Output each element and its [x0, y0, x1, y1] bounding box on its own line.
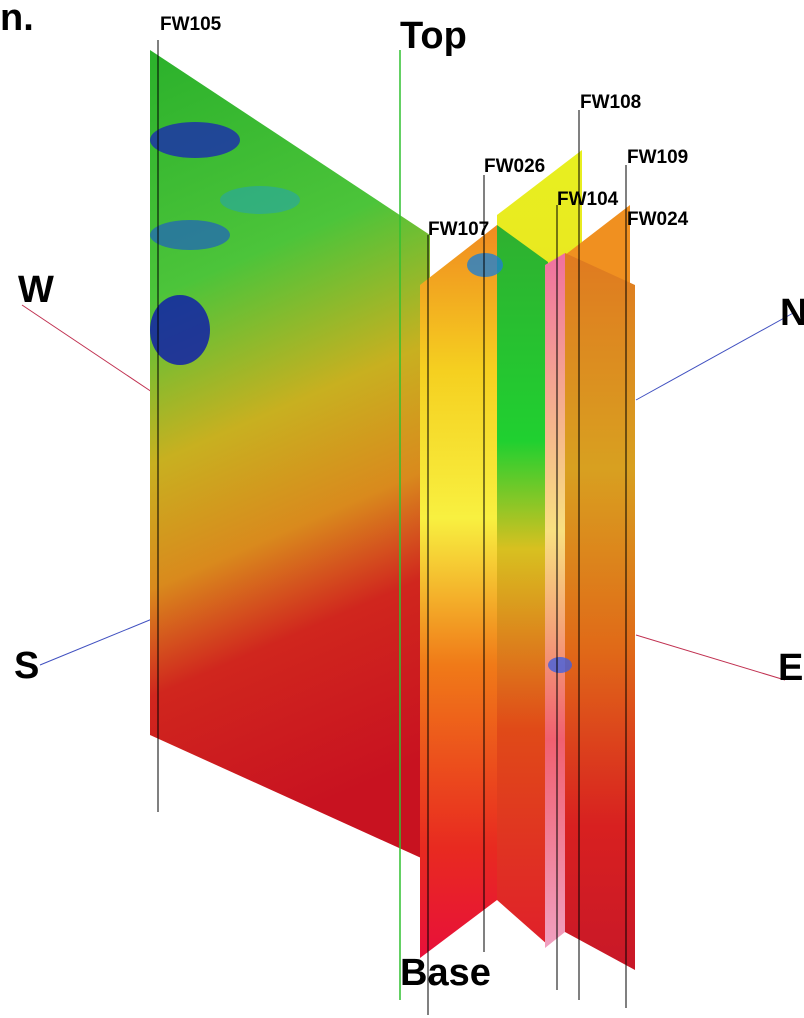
anomaly: [220, 186, 300, 214]
compass-line: [636, 635, 785, 680]
well-label: FW107: [428, 219, 489, 240]
compass-line: [22, 305, 152, 392]
well-label: FW104: [557, 189, 619, 210]
base-label: Base: [400, 952, 491, 994]
section-panel: [565, 253, 635, 970]
top-label: Top: [400, 15, 467, 57]
section-panel: [420, 225, 497, 958]
well-label: FW108: [580, 92, 641, 113]
section-panel: [497, 225, 548, 945]
well-label: FW024: [627, 209, 689, 230]
caption-fragment: n.: [0, 0, 34, 39]
compass-label: E: [778, 647, 803, 689]
anomaly: [150, 220, 230, 250]
compass-label: W: [18, 269, 54, 311]
well-label: FW105: [160, 14, 222, 35]
compass-label: S: [14, 645, 39, 687]
compass-label: N: [780, 292, 804, 334]
fence-diagram: n. Top Base W N S E FW105 FW108 FW026 FW…: [0, 0, 804, 1018]
well-label: FW109: [627, 147, 688, 168]
section-panel: [545, 253, 565, 948]
section-panel: [150, 50, 430, 862]
anomaly: [150, 295, 210, 365]
anomaly: [548, 657, 572, 673]
page: n. Top Base W N S E FW105 FW108 FW026 FW…: [0, 0, 804, 1018]
well-label: FW026: [484, 156, 545, 177]
anomaly: [467, 253, 503, 277]
anomaly: [150, 122, 240, 158]
compass-line: [636, 312, 795, 400]
